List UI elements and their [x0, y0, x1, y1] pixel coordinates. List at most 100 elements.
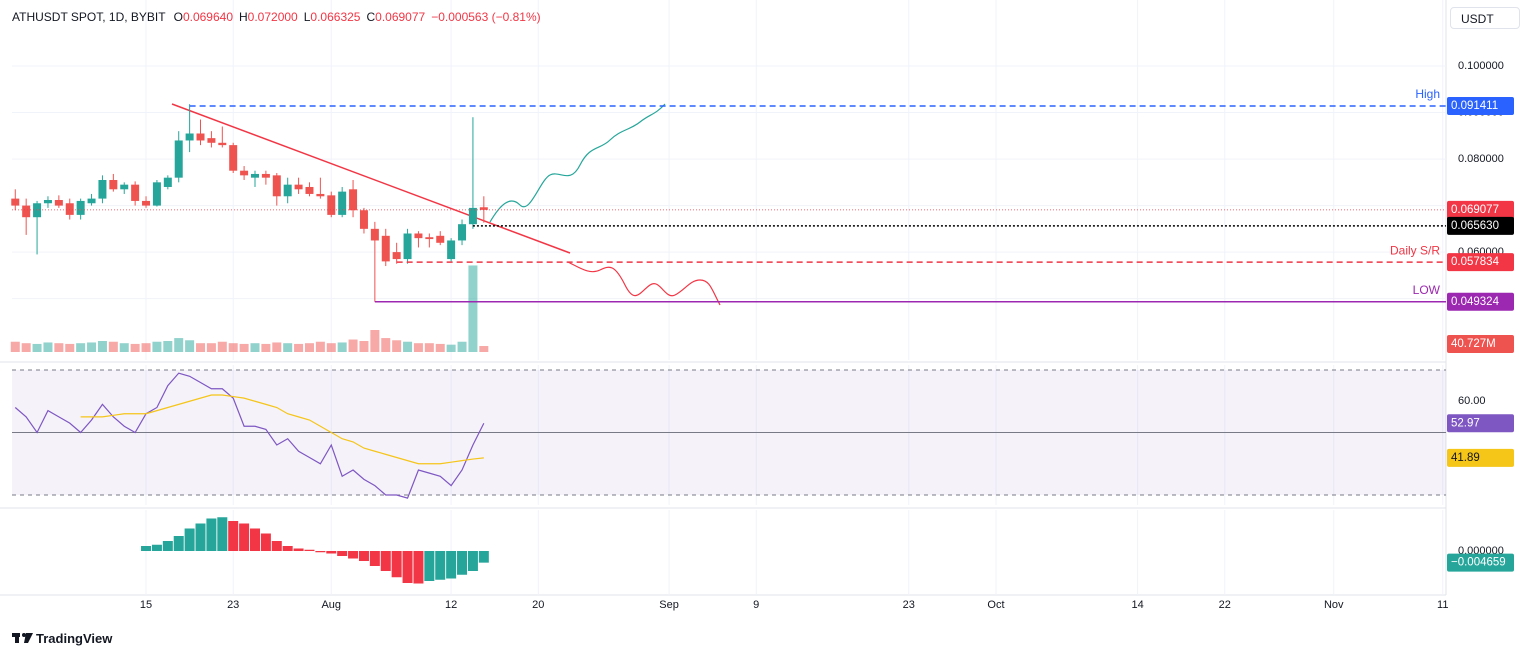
symbol: ATHUSDT SPOT, 1D, BYBIT — [12, 10, 166, 24]
candle-body — [120, 184, 129, 190]
volume-bar — [206, 343, 216, 352]
candle-body — [436, 235, 445, 243]
histogram-bar — [173, 536, 184, 551]
candle-body — [54, 200, 63, 206]
y-tick-label: 0.080000 — [1458, 153, 1504, 165]
volume-bar — [435, 343, 445, 352]
volume-bar — [337, 342, 347, 352]
currency-button[interactable]: USDT — [1450, 7, 1520, 29]
layer — [0, 0, 1447, 596]
histogram-bar — [413, 551, 424, 584]
candle-body — [229, 145, 238, 171]
x-tick-label: 11 — [1437, 599, 1448, 611]
macd-badge: −0.004659 — [1451, 557, 1506, 569]
histogram-bar — [271, 541, 282, 551]
ma-badge-bg — [1447, 448, 1514, 467]
histogram-bar — [457, 551, 468, 575]
candle-body — [447, 240, 456, 260]
candle-body — [381, 235, 390, 262]
volume-bar — [424, 343, 434, 352]
macd-badge-bg — [1447, 553, 1514, 572]
volume-bar — [97, 341, 107, 352]
legend-key: H — [239, 10, 248, 24]
histogram-bar — [162, 541, 173, 551]
x-tick-label: Nov — [1324, 599, 1344, 611]
candle-body — [250, 173, 259, 178]
candle-body — [218, 142, 227, 146]
legend-value: 0.072000 — [247, 10, 298, 24]
histogram-bar — [467, 551, 478, 571]
candle-body — [468, 207, 477, 225]
volume-bar — [65, 343, 75, 352]
bullish-projection — [489, 103, 666, 223]
volume-bar — [359, 341, 369, 352]
volume-bar — [141, 343, 151, 352]
candle-body — [109, 180, 118, 190]
volume-bar — [119, 343, 129, 352]
rsi-badge: 52.97 — [1451, 417, 1480, 429]
legend-change: −0.000563 (−0.81%) — [431, 10, 541, 24]
volume-bar — [468, 265, 478, 352]
ma-badge: 41.89 — [1451, 452, 1480, 464]
volume-bar — [196, 343, 206, 352]
candle-body — [458, 224, 467, 241]
level-badge: 0.091411 — [1451, 100, 1498, 112]
histogram-bar — [141, 546, 152, 551]
legend-value: 0.069640 — [182, 10, 233, 24]
candle-body — [349, 189, 358, 211]
trend-line — [171, 103, 571, 254]
histogram-bar — [249, 528, 260, 551]
candle-body — [283, 184, 292, 197]
histogram-bar — [239, 523, 250, 551]
volume-bar — [403, 341, 413, 352]
histogram-bar — [315, 551, 326, 553]
histogram-bar — [446, 551, 457, 579]
x-tick-label: 12 — [445, 599, 457, 611]
candle-body — [76, 200, 85, 215]
level-name: Daily S/R — [1390, 243, 1440, 257]
candle-body — [261, 173, 270, 178]
x-tick-label: 22 — [1219, 599, 1231, 611]
volume-bar — [392, 340, 402, 352]
volume-bar — [152, 341, 162, 352]
histogram-bar — [348, 551, 359, 559]
candle-body — [196, 133, 205, 141]
histogram-bar — [304, 549, 315, 551]
candle-body — [174, 140, 183, 178]
volume-bar — [185, 340, 195, 352]
histogram-bar — [380, 551, 391, 571]
volume-bar — [163, 341, 173, 352]
logo-part — [22, 633, 26, 637]
candle-body — [392, 252, 401, 260]
volume-bar — [130, 343, 140, 352]
candle-body — [305, 186, 314, 194]
volume-bar — [228, 343, 238, 352]
level-badge: 0.057834 — [1451, 256, 1500, 268]
x-tick-label: 15 — [140, 599, 152, 611]
candle-body — [240, 170, 249, 176]
candle-body — [11, 198, 20, 206]
level-badge-bg — [1447, 253, 1514, 272]
y-tick-label: 0.100000 — [1458, 60, 1504, 72]
indicator-line — [80, 394, 484, 465]
histogram-bar — [369, 551, 380, 566]
legend-key: O — [173, 10, 183, 24]
histogram-bar — [424, 551, 435, 581]
candle-body — [479, 207, 488, 210]
candle-body — [98, 180, 107, 199]
x-tick-label: 14 — [1131, 599, 1143, 611]
volume-bar — [348, 339, 358, 352]
histogram-bar — [217, 517, 228, 551]
histogram-bar — [260, 533, 271, 551]
candle-body — [43, 200, 52, 204]
volume-badge-bg — [1447, 335, 1514, 353]
logo-part — [24, 633, 33, 643]
volume-badge: 40.727M — [1451, 338, 1496, 350]
volume-bar — [32, 343, 42, 352]
candle-body — [359, 210, 368, 229]
volume-bar — [457, 341, 467, 352]
histogram-bar — [435, 551, 446, 580]
volume-bar — [304, 343, 314, 352]
